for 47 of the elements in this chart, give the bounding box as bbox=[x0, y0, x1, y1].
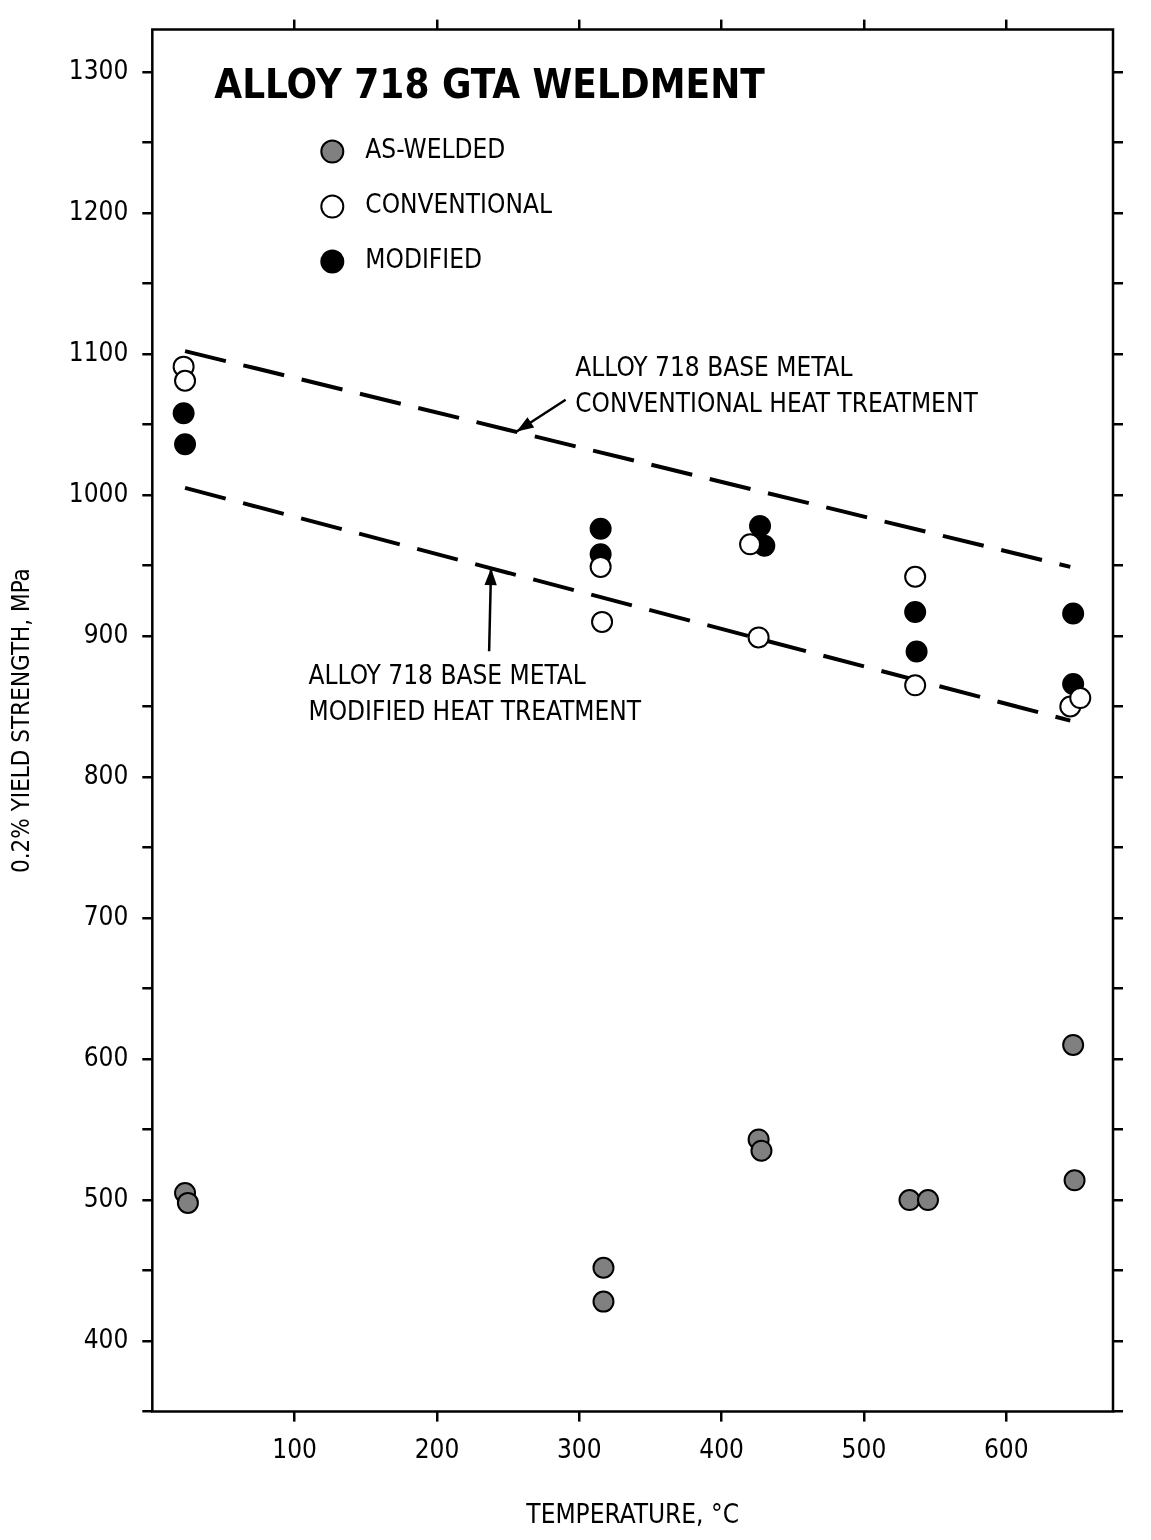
point bbox=[750, 1139, 773, 1162]
text: ALLOY 718 GTA WELDMENT bbox=[214, 60, 766, 107]
y-tick-label: 400 bbox=[83, 1323, 129, 1354]
point bbox=[905, 640, 928, 663]
point bbox=[1062, 602, 1085, 625]
legend-label: MODIFIED bbox=[365, 244, 482, 275]
point bbox=[592, 1290, 615, 1313]
point bbox=[589, 517, 612, 540]
x-tick-label: 200 bbox=[414, 1433, 460, 1464]
legend-label: CONVENTIONAL bbox=[365, 189, 552, 220]
point bbox=[591, 610, 614, 633]
point bbox=[904, 674, 927, 697]
point bbox=[898, 1189, 921, 1212]
y-tick-label: 1000 bbox=[68, 477, 129, 508]
point bbox=[592, 1256, 615, 1279]
point bbox=[904, 565, 927, 588]
y-tick-label: 800 bbox=[83, 759, 129, 790]
point bbox=[174, 433, 197, 456]
point bbox=[1063, 1169, 1086, 1192]
point bbox=[176, 1191, 199, 1214]
legend-label: AS-WELDED bbox=[365, 134, 506, 165]
y-tick-label: 1300 bbox=[68, 54, 129, 85]
y-tick-label: 500 bbox=[83, 1182, 129, 1213]
point bbox=[172, 402, 195, 425]
x-tick-label: 600 bbox=[983, 1433, 1029, 1464]
x-tick-label: 300 bbox=[556, 1433, 602, 1464]
point bbox=[589, 555, 612, 578]
y-tick-label: 600 bbox=[83, 1041, 129, 1072]
annotation: ALLOY 718 BASE METAL MODIFIED HEAT TREATMENT bbox=[308, 660, 642, 727]
point bbox=[174, 369, 197, 392]
y-tick-label: 700 bbox=[83, 900, 129, 931]
y-tick-label: 1100 bbox=[68, 336, 129, 367]
point bbox=[916, 1189, 939, 1212]
y-tick-label: 1200 bbox=[68, 195, 129, 226]
x-tick-label: 400 bbox=[699, 1433, 744, 1464]
y-tick-label: 900 bbox=[83, 618, 129, 649]
point bbox=[904, 601, 927, 624]
point bbox=[1062, 1033, 1085, 1056]
x-tick-label: 100 bbox=[272, 1433, 317, 1464]
annotation: ALLOY 718 BASE METAL CONVENTIONAL HEAT TREATMENT bbox=[575, 352, 979, 419]
point bbox=[747, 626, 770, 649]
y-axis-title: 0.2% YIELD STRENGTH, MPa bbox=[6, 568, 35, 874]
x-axis-title: TEMPERATURE, °C bbox=[525, 1499, 739, 1530]
point bbox=[1069, 687, 1092, 710]
x-tick-label: 500 bbox=[841, 1433, 887, 1464]
point bbox=[739, 533, 762, 556]
point bbox=[749, 514, 772, 537]
